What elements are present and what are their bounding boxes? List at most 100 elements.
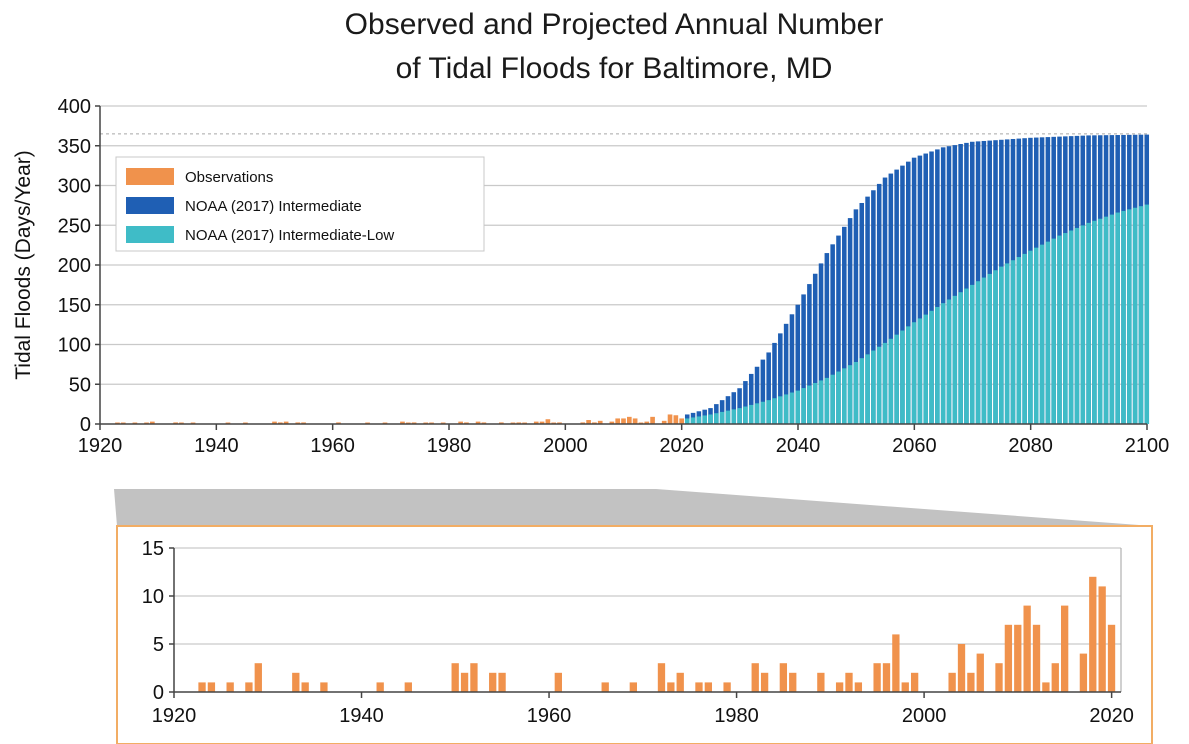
bar-intermediate xyxy=(725,396,731,424)
main-y-tick-label: 50 xyxy=(69,374,91,396)
inset-bar-observation xyxy=(1023,605,1031,692)
bar-intermediate-low xyxy=(836,371,841,424)
bar-observation xyxy=(464,422,469,424)
inset-bar-observation xyxy=(910,672,919,692)
inset-bar-observation xyxy=(892,634,900,692)
bar-intermediate xyxy=(743,381,748,424)
inset-y-tick-label: 15 xyxy=(142,538,164,560)
bar-intermediate-low xyxy=(801,388,806,424)
bar-intermediate-low xyxy=(708,414,713,424)
bar-observation xyxy=(661,420,667,424)
bar-observation xyxy=(173,422,178,424)
bar-intermediate-low xyxy=(853,361,859,424)
bar-intermediate xyxy=(778,333,783,424)
main-y-tick-label: 350 xyxy=(58,136,91,158)
bar-intermediate xyxy=(760,359,766,424)
legend: Observations NOAA (2017) Intermediate NO… xyxy=(115,156,485,252)
inset-bar-observation xyxy=(873,663,881,692)
inset-x-tick-label: 2000 xyxy=(902,705,947,727)
inset-bar-observation xyxy=(789,672,797,692)
bar-observation xyxy=(679,418,684,424)
main-x-tick-label: 1960 xyxy=(310,435,355,457)
inset-bar-observation xyxy=(498,672,506,692)
inset-bar-observation xyxy=(854,682,863,692)
bar-observation xyxy=(475,421,481,424)
inset-y-tick-label: 0 xyxy=(153,682,164,704)
bar-intermediate-low xyxy=(969,284,975,424)
bar-observation xyxy=(539,421,545,424)
inset-x-tick-label: 1920 xyxy=(152,705,197,727)
bar-intermediate-low xyxy=(737,408,742,424)
inset-frame xyxy=(116,525,1153,744)
bar-intermediate-low xyxy=(1138,206,1144,424)
inset-bar-observation xyxy=(779,663,788,692)
bar-intermediate-low xyxy=(946,299,952,424)
legend-swatch-observations xyxy=(126,168,174,185)
inset-bar-observation xyxy=(817,672,825,692)
chart-title-line-1: Observed and Projected Annual Number xyxy=(345,8,884,41)
bar-intermediate xyxy=(818,263,824,424)
inset-bar-observation xyxy=(901,682,909,692)
legend-box xyxy=(115,156,485,252)
bar-observation xyxy=(150,421,155,424)
bar-intermediate-low xyxy=(1004,263,1010,424)
bar-intermediate xyxy=(958,144,963,424)
bar-intermediate xyxy=(801,294,806,424)
bar-intermediate-low xyxy=(748,404,754,424)
bar-intermediate-low xyxy=(743,406,748,424)
bar-intermediate xyxy=(946,146,952,425)
main-y-tick-label: 300 xyxy=(58,176,91,198)
bar-observation xyxy=(295,422,301,424)
inset-bar-observation xyxy=(723,682,731,692)
inset-bar-observation xyxy=(198,682,206,692)
bar-intermediate-low xyxy=(766,400,771,424)
main-x-tick-label: 2100 xyxy=(1125,435,1170,457)
bar-intermediate xyxy=(754,366,760,424)
bar-observation xyxy=(533,421,539,424)
bar-intermediate xyxy=(940,147,946,424)
bar-intermediate-low xyxy=(1068,230,1074,424)
bar-intermediate-low xyxy=(690,417,696,424)
bar-intermediate xyxy=(917,155,923,424)
bar-intermediate-low xyxy=(999,266,1004,424)
bar-intermediate-low xyxy=(917,318,923,424)
bar-intermediate xyxy=(824,253,830,424)
inset-bar-observation xyxy=(376,682,384,692)
bar-intermediate xyxy=(964,142,969,424)
bar-observation xyxy=(650,416,655,424)
bar-intermediate xyxy=(923,153,928,424)
inset-bar-observation xyxy=(404,682,412,692)
bar-intermediate-low xyxy=(778,396,783,424)
bar-intermediate xyxy=(836,235,841,424)
bar-intermediate-low xyxy=(900,330,905,424)
main-y-tick-label: 0 xyxy=(80,414,91,436)
inset-bar-observation xyxy=(254,663,262,692)
inset-bars xyxy=(198,576,1116,692)
bar-intermediate-low xyxy=(725,410,731,424)
bar-intermediate xyxy=(812,273,818,424)
bar-intermediate xyxy=(830,244,835,424)
inset-bar-observation xyxy=(601,682,609,692)
bar-intermediate xyxy=(871,190,876,424)
inset-bar-observation xyxy=(245,682,253,692)
bar-intermediate-low xyxy=(830,374,835,424)
bar-intermediate xyxy=(859,202,865,424)
inset-axes xyxy=(169,547,1121,698)
bar-intermediate-low xyxy=(882,342,888,424)
main-x-tick-label: 1920 xyxy=(78,435,123,457)
legend-label-intermediate: NOAA (2017) Intermediate xyxy=(185,198,362,215)
inset-bar-observation xyxy=(1098,586,1106,692)
main-tick-labels: 0 50 100 150 200 250 300 350 400 1920 1940 1960 1980… xyxy=(58,96,1170,457)
bar-intermediate-low xyxy=(731,409,737,424)
bar-intermediate-low xyxy=(1033,247,1039,424)
main-x-tick-label: 2080 xyxy=(1008,435,1053,457)
bar-observation xyxy=(411,422,417,424)
inset-bar-observation xyxy=(1079,653,1088,692)
bar-intermediate-low xyxy=(1039,244,1045,424)
inset-bar-observation xyxy=(1060,605,1069,692)
bar-intermediate-low xyxy=(987,273,992,424)
bar-observation xyxy=(301,422,306,424)
bar-intermediate-low xyxy=(684,418,690,424)
inset-bar-observation xyxy=(1042,682,1050,692)
